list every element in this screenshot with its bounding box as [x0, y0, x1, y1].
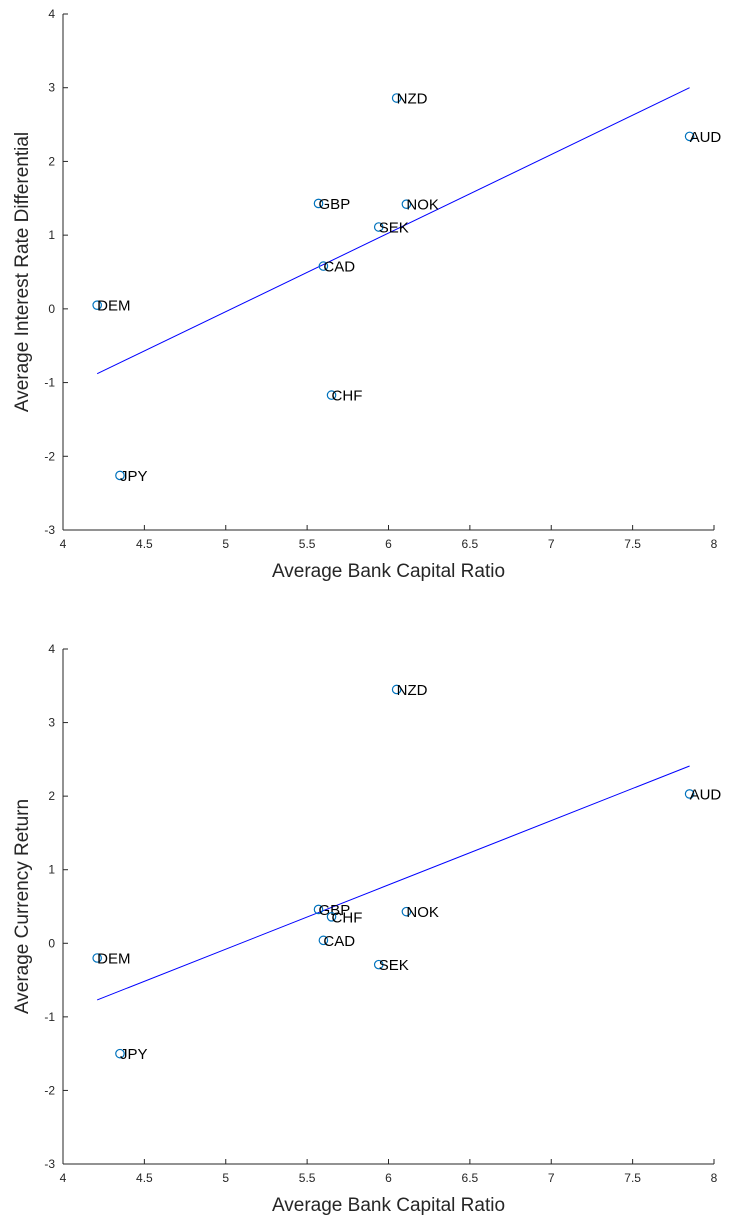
data-label-chf: CHF — [332, 388, 363, 405]
data-label-cad: CAD — [323, 259, 355, 276]
x-tick-label: 5 — [222, 1171, 229, 1185]
y-tick-label: -2 — [44, 449, 55, 463]
data-point-jpy — [115, 1048, 125, 1059]
x-tick-label: 5.5 — [299, 1171, 316, 1185]
fit-line — [96, 87, 690, 375]
chart-1: 4 4.5 5 5.5 6 6.5 7 7.5 8 -3 -2 -1 0 1 2 3 4 Average Bank… — [12, 7, 721, 582]
x-tick-label: 8 — [711, 537, 718, 551]
x-tick-label: 6 — [385, 1171, 392, 1185]
data-label-nok: NOK — [406, 904, 439, 921]
x-tick-label: 4.5 — [136, 537, 153, 551]
x-tick-label: 6.5 — [462, 537, 479, 551]
x-tick-label: 6 — [385, 537, 392, 551]
data-point-dem — [92, 953, 102, 963]
y-tick-label: -3 — [44, 1157, 55, 1171]
data-point-cad — [318, 261, 329, 271]
data-point-nzd — [391, 684, 402, 695]
y-tick-label: -1 — [44, 376, 55, 390]
x-axis-label: Average Bank Capital Ratio — [272, 561, 505, 582]
y-tick-label: 0 — [48, 302, 55, 316]
y-tick-label: 4 — [48, 642, 55, 656]
data-point-aud — [684, 131, 695, 142]
chart-2: 4 4.5 5 5.5 6 6.5 7 7.5 8 -3 -2 -1 0 1 2 3 4 Average Bank… — [12, 642, 721, 1216]
y-tick-label: 0 — [48, 936, 55, 950]
data-label-dem: DEM — [97, 951, 130, 968]
x-tick-label: 7.5 — [624, 537, 641, 551]
x-tick-label: 7 — [548, 537, 555, 551]
data-point-nok — [401, 906, 412, 917]
data-point-sek — [373, 222, 384, 232]
data-label-sek: SEK — [379, 220, 409, 237]
y-axis-label: Average Currency Return — [12, 799, 33, 1014]
data-label-chf: CHF — [332, 909, 363, 926]
y-tick-label: 1 — [48, 863, 55, 877]
data-label-jpy: JPY — [120, 468, 148, 485]
data-label-cad: CAD — [323, 933, 355, 950]
data-point-chf — [326, 390, 337, 400]
data-label-jpy: JPY — [120, 1046, 148, 1063]
x-tick-label: 4.5 — [136, 1171, 153, 1185]
data-label-gbp: GBP — [319, 902, 351, 919]
x-tick-label: 4 — [60, 537, 67, 551]
y-tick-label: 4 — [48, 7, 55, 21]
data-label-sek: SEK — [379, 957, 409, 974]
x-tick-label: 6.5 — [462, 1171, 479, 1185]
data-point-gbp — [313, 198, 324, 209]
data-label-dem: DEM — [97, 298, 130, 315]
data-label-aud: AUD — [690, 786, 722, 803]
data-label-aud: AUD — [690, 129, 722, 146]
y-tick-label: 1 — [48, 228, 55, 242]
x-tick-label: 4 — [60, 1171, 67, 1185]
data-label-nok: NOK — [406, 197, 439, 214]
x-tick-label: 8 — [711, 1171, 718, 1185]
x-tick-label: 7.5 — [624, 1171, 641, 1185]
y-tick-label: 2 — [48, 154, 55, 168]
y-tick-label: -2 — [44, 1083, 55, 1097]
y-axis-label: Average Interest Rate Differential — [12, 132, 33, 412]
y-tick-label: 3 — [48, 716, 55, 730]
x-tick-label: 5 — [222, 537, 229, 551]
data-point-nzd — [391, 93, 402, 103]
x-axis-label: Average Bank Capital Ratio — [272, 1195, 505, 1216]
data-point-chf — [326, 911, 337, 922]
data-point-jpy — [115, 470, 125, 481]
x-tick-label: 5.5 — [299, 537, 316, 551]
y-tick-label: 3 — [48, 81, 55, 95]
x-tick-label: 7 — [548, 1171, 555, 1185]
data-point-gbp — [313, 904, 324, 915]
data-point-aud — [684, 789, 695, 799]
data-point-sek — [373, 959, 384, 970]
data-label-gbp: GBP — [319, 196, 351, 213]
y-tick-label: 2 — [48, 789, 55, 803]
data-point-nok — [401, 199, 412, 209]
fit-line — [96, 765, 690, 1001]
y-tick-label: -3 — [44, 523, 55, 537]
data-label-nzd: NZD — [397, 91, 428, 108]
y-tick-label: -1 — [44, 1010, 55, 1024]
data-point-dem — [92, 300, 102, 310]
data-point-cad — [318, 935, 329, 946]
data-label-nzd: NZD — [397, 682, 428, 699]
